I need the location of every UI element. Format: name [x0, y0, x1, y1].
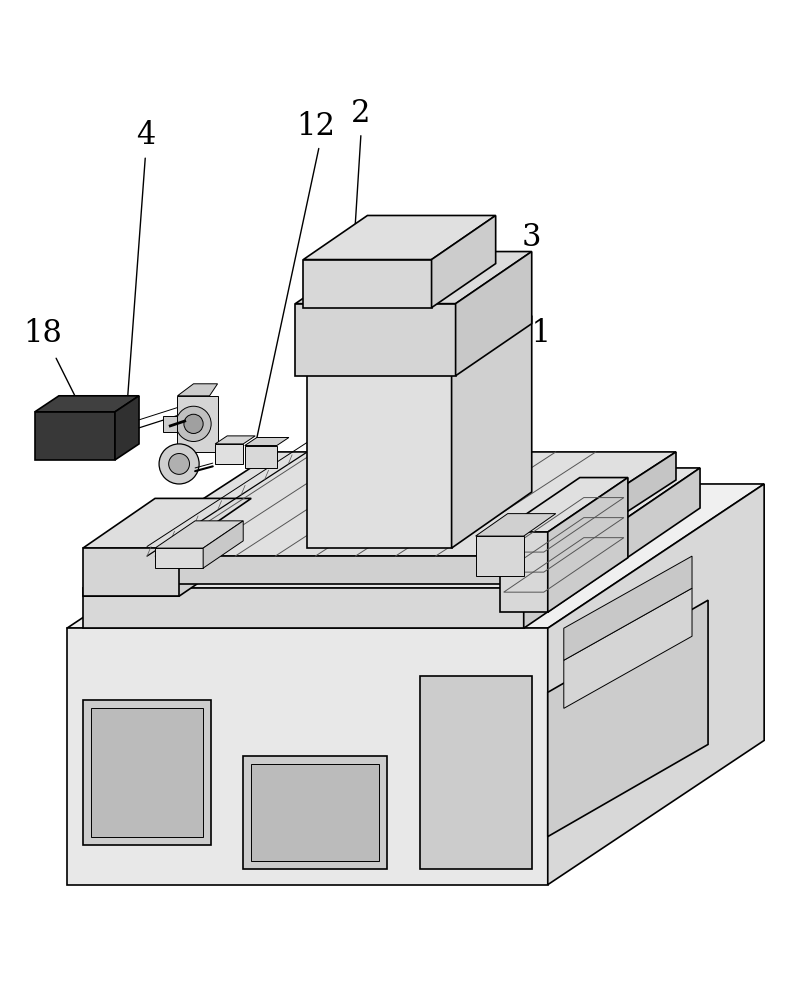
- Polygon shape: [35, 396, 139, 412]
- Polygon shape: [456, 252, 532, 376]
- Polygon shape: [155, 548, 203, 568]
- Polygon shape: [332, 433, 379, 454]
- Polygon shape: [475, 514, 556, 536]
- Polygon shape: [564, 588, 692, 708]
- Polygon shape: [500, 532, 548, 612]
- Polygon shape: [83, 700, 211, 845]
- Polygon shape: [35, 412, 115, 460]
- Polygon shape: [475, 536, 524, 576]
- Polygon shape: [500, 478, 628, 532]
- Polygon shape: [307, 316, 532, 372]
- Polygon shape: [215, 436, 255, 444]
- Polygon shape: [245, 437, 289, 446]
- Polygon shape: [83, 498, 251, 548]
- Polygon shape: [83, 536, 267, 596]
- Polygon shape: [215, 444, 243, 464]
- Polygon shape: [115, 396, 139, 460]
- Circle shape: [169, 454, 190, 474]
- Polygon shape: [67, 628, 548, 885]
- Polygon shape: [548, 600, 708, 837]
- Text: 3: 3: [522, 222, 541, 253]
- Polygon shape: [67, 484, 764, 628]
- Polygon shape: [245, 446, 277, 468]
- Polygon shape: [548, 484, 764, 885]
- Text: 2: 2: [351, 98, 370, 129]
- Polygon shape: [564, 556, 692, 660]
- Polygon shape: [243, 756, 387, 869]
- Text: 18: 18: [23, 318, 62, 349]
- Text: 4: 4: [136, 120, 155, 151]
- Polygon shape: [524, 468, 700, 628]
- Polygon shape: [203, 521, 243, 568]
- Polygon shape: [251, 764, 379, 861]
- Polygon shape: [379, 406, 420, 454]
- Circle shape: [159, 444, 199, 484]
- Polygon shape: [178, 396, 218, 452]
- Polygon shape: [115, 452, 676, 556]
- Polygon shape: [303, 215, 495, 260]
- Polygon shape: [432, 215, 495, 308]
- Polygon shape: [115, 556, 516, 584]
- Polygon shape: [307, 372, 452, 548]
- Polygon shape: [178, 384, 218, 396]
- Polygon shape: [83, 588, 524, 628]
- Polygon shape: [83, 548, 179, 596]
- Polygon shape: [516, 452, 676, 584]
- Polygon shape: [91, 708, 203, 837]
- Polygon shape: [452, 316, 532, 548]
- Polygon shape: [332, 406, 420, 433]
- Circle shape: [176, 406, 211, 441]
- Polygon shape: [83, 468, 700, 588]
- Polygon shape: [295, 304, 456, 376]
- Circle shape: [184, 414, 203, 433]
- Polygon shape: [163, 416, 178, 432]
- Polygon shape: [295, 252, 532, 304]
- Polygon shape: [548, 478, 628, 612]
- Polygon shape: [155, 521, 243, 548]
- Text: 12: 12: [296, 111, 335, 142]
- Polygon shape: [420, 676, 532, 869]
- Polygon shape: [303, 260, 432, 308]
- Text: 11: 11: [512, 318, 551, 349]
